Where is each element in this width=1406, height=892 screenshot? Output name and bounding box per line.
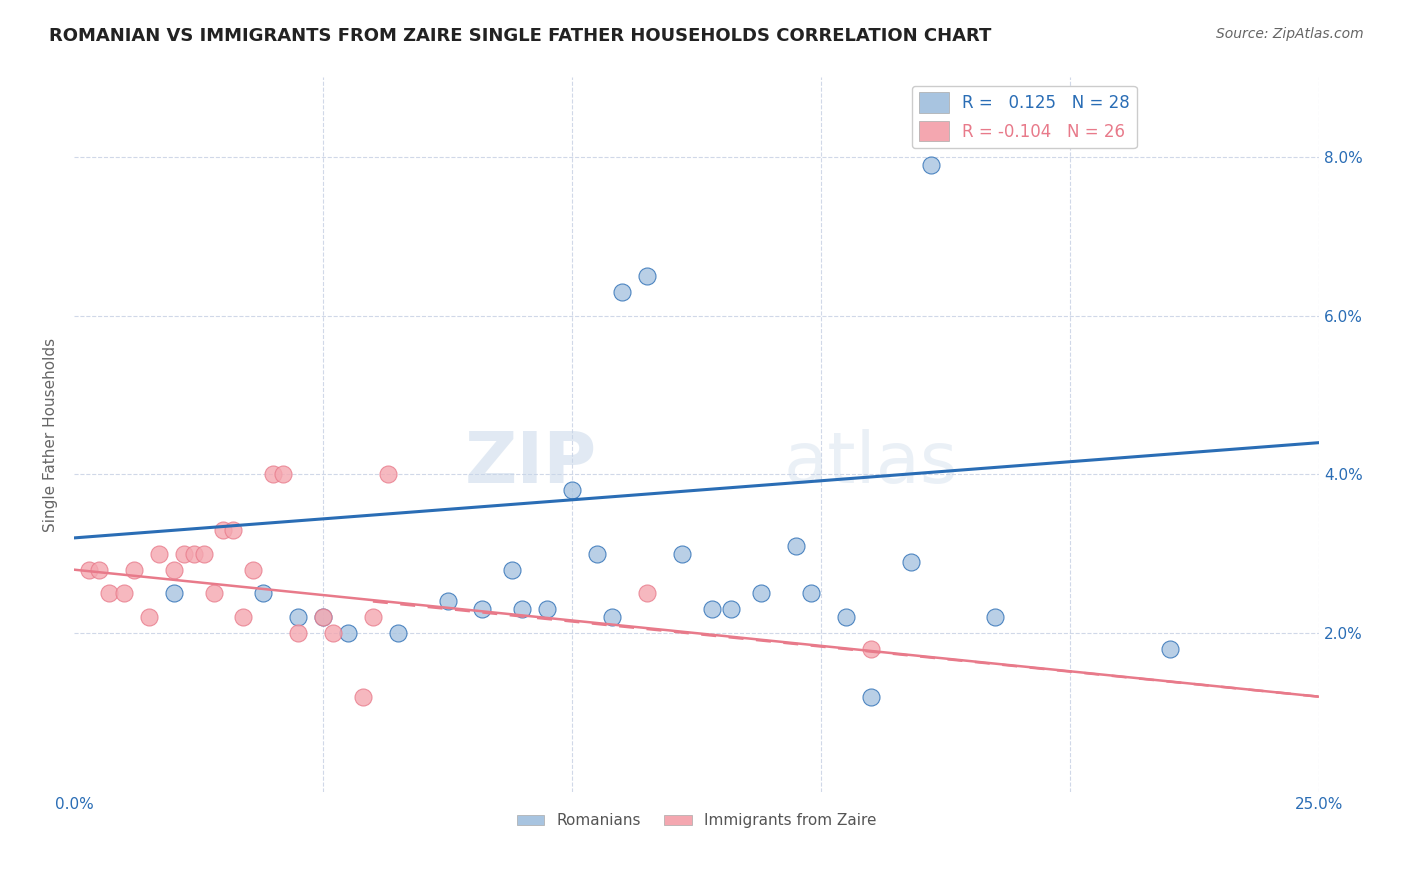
Point: [122, 563, 145, 577]
Point: [800, 586, 823, 600]
Point: [193, 547, 215, 561]
Point: [361, 610, 384, 624]
Point: [984, 610, 1007, 624]
Point: [510, 602, 533, 616]
Text: ROMANIAN VS IMMIGRANTS FROM ZAIRE SINGLE FATHER HOUSEHOLDS CORRELATION CHART: ROMANIAN VS IMMIGRANTS FROM ZAIRE SINGLE…: [49, 27, 991, 45]
Point: [352, 690, 374, 704]
Point: [262, 467, 284, 482]
Text: ZIP: ZIP: [465, 429, 598, 498]
Point: [163, 586, 186, 600]
Legend: Romanians, Immigrants from Zaire: Romanians, Immigrants from Zaire: [510, 807, 883, 834]
Text: atlas: atlas: [783, 429, 957, 498]
Point: [163, 563, 186, 577]
Point: [312, 610, 335, 624]
Point: [859, 642, 882, 657]
Point: [835, 610, 858, 624]
Point: [859, 690, 882, 704]
Point: [536, 602, 558, 616]
Point: [97, 586, 120, 600]
Y-axis label: Single Father Households: Single Father Households: [44, 338, 58, 532]
Point: [242, 563, 264, 577]
Point: [222, 523, 245, 537]
Point: [900, 555, 922, 569]
Point: [77, 563, 100, 577]
Point: [287, 610, 309, 624]
Point: [322, 626, 344, 640]
Point: [636, 586, 658, 600]
Point: [561, 483, 583, 498]
Point: [720, 602, 742, 616]
Point: [471, 602, 494, 616]
Point: [436, 594, 458, 608]
Text: Source: ZipAtlas.com: Source: ZipAtlas.com: [1216, 27, 1364, 41]
Point: [212, 523, 235, 537]
Point: [586, 547, 609, 561]
Point: [1159, 642, 1181, 657]
Point: [287, 626, 309, 640]
Point: [148, 547, 170, 561]
Point: [232, 610, 254, 624]
Point: [183, 547, 205, 561]
Point: [87, 563, 110, 577]
Point: [920, 158, 942, 172]
Point: [112, 586, 135, 600]
Point: [751, 586, 773, 600]
Point: [501, 563, 523, 577]
Point: [271, 467, 294, 482]
Point: [138, 610, 160, 624]
Point: [700, 602, 723, 616]
Point: [636, 268, 658, 283]
Point: [377, 467, 399, 482]
Point: [600, 610, 623, 624]
Point: [387, 626, 409, 640]
Point: [312, 610, 335, 624]
Point: [252, 586, 274, 600]
Point: [610, 285, 633, 299]
Point: [337, 626, 360, 640]
Point: [173, 547, 195, 561]
Point: [671, 547, 693, 561]
Point: [202, 586, 225, 600]
Point: [785, 539, 807, 553]
